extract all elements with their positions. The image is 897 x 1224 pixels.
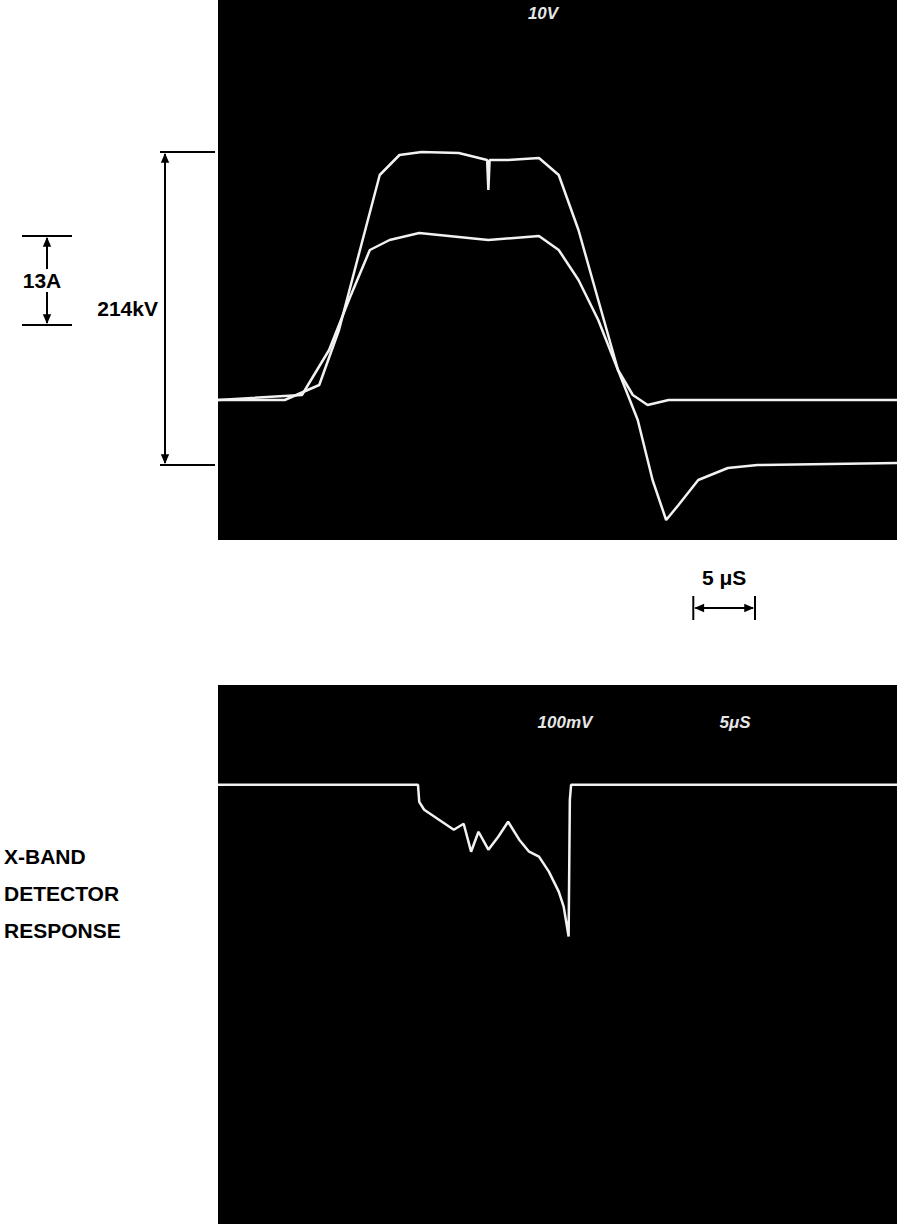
svg-text:RESPONSE: RESPONSE bbox=[4, 919, 121, 942]
svg-text:DETECTOR: DETECTOR bbox=[4, 882, 119, 905]
svg-text:5 μS: 5 μS bbox=[702, 566, 746, 589]
svg-text:214kV: 214kV bbox=[97, 297, 158, 320]
svg-text:100mV: 100mV bbox=[538, 713, 594, 732]
svg-text:5μS: 5μS bbox=[719, 713, 751, 732]
svg-text:X-BAND: X-BAND bbox=[4, 845, 86, 868]
svg-text:13A: 13A bbox=[23, 269, 62, 292]
svg-text:10V: 10V bbox=[528, 4, 560, 23]
